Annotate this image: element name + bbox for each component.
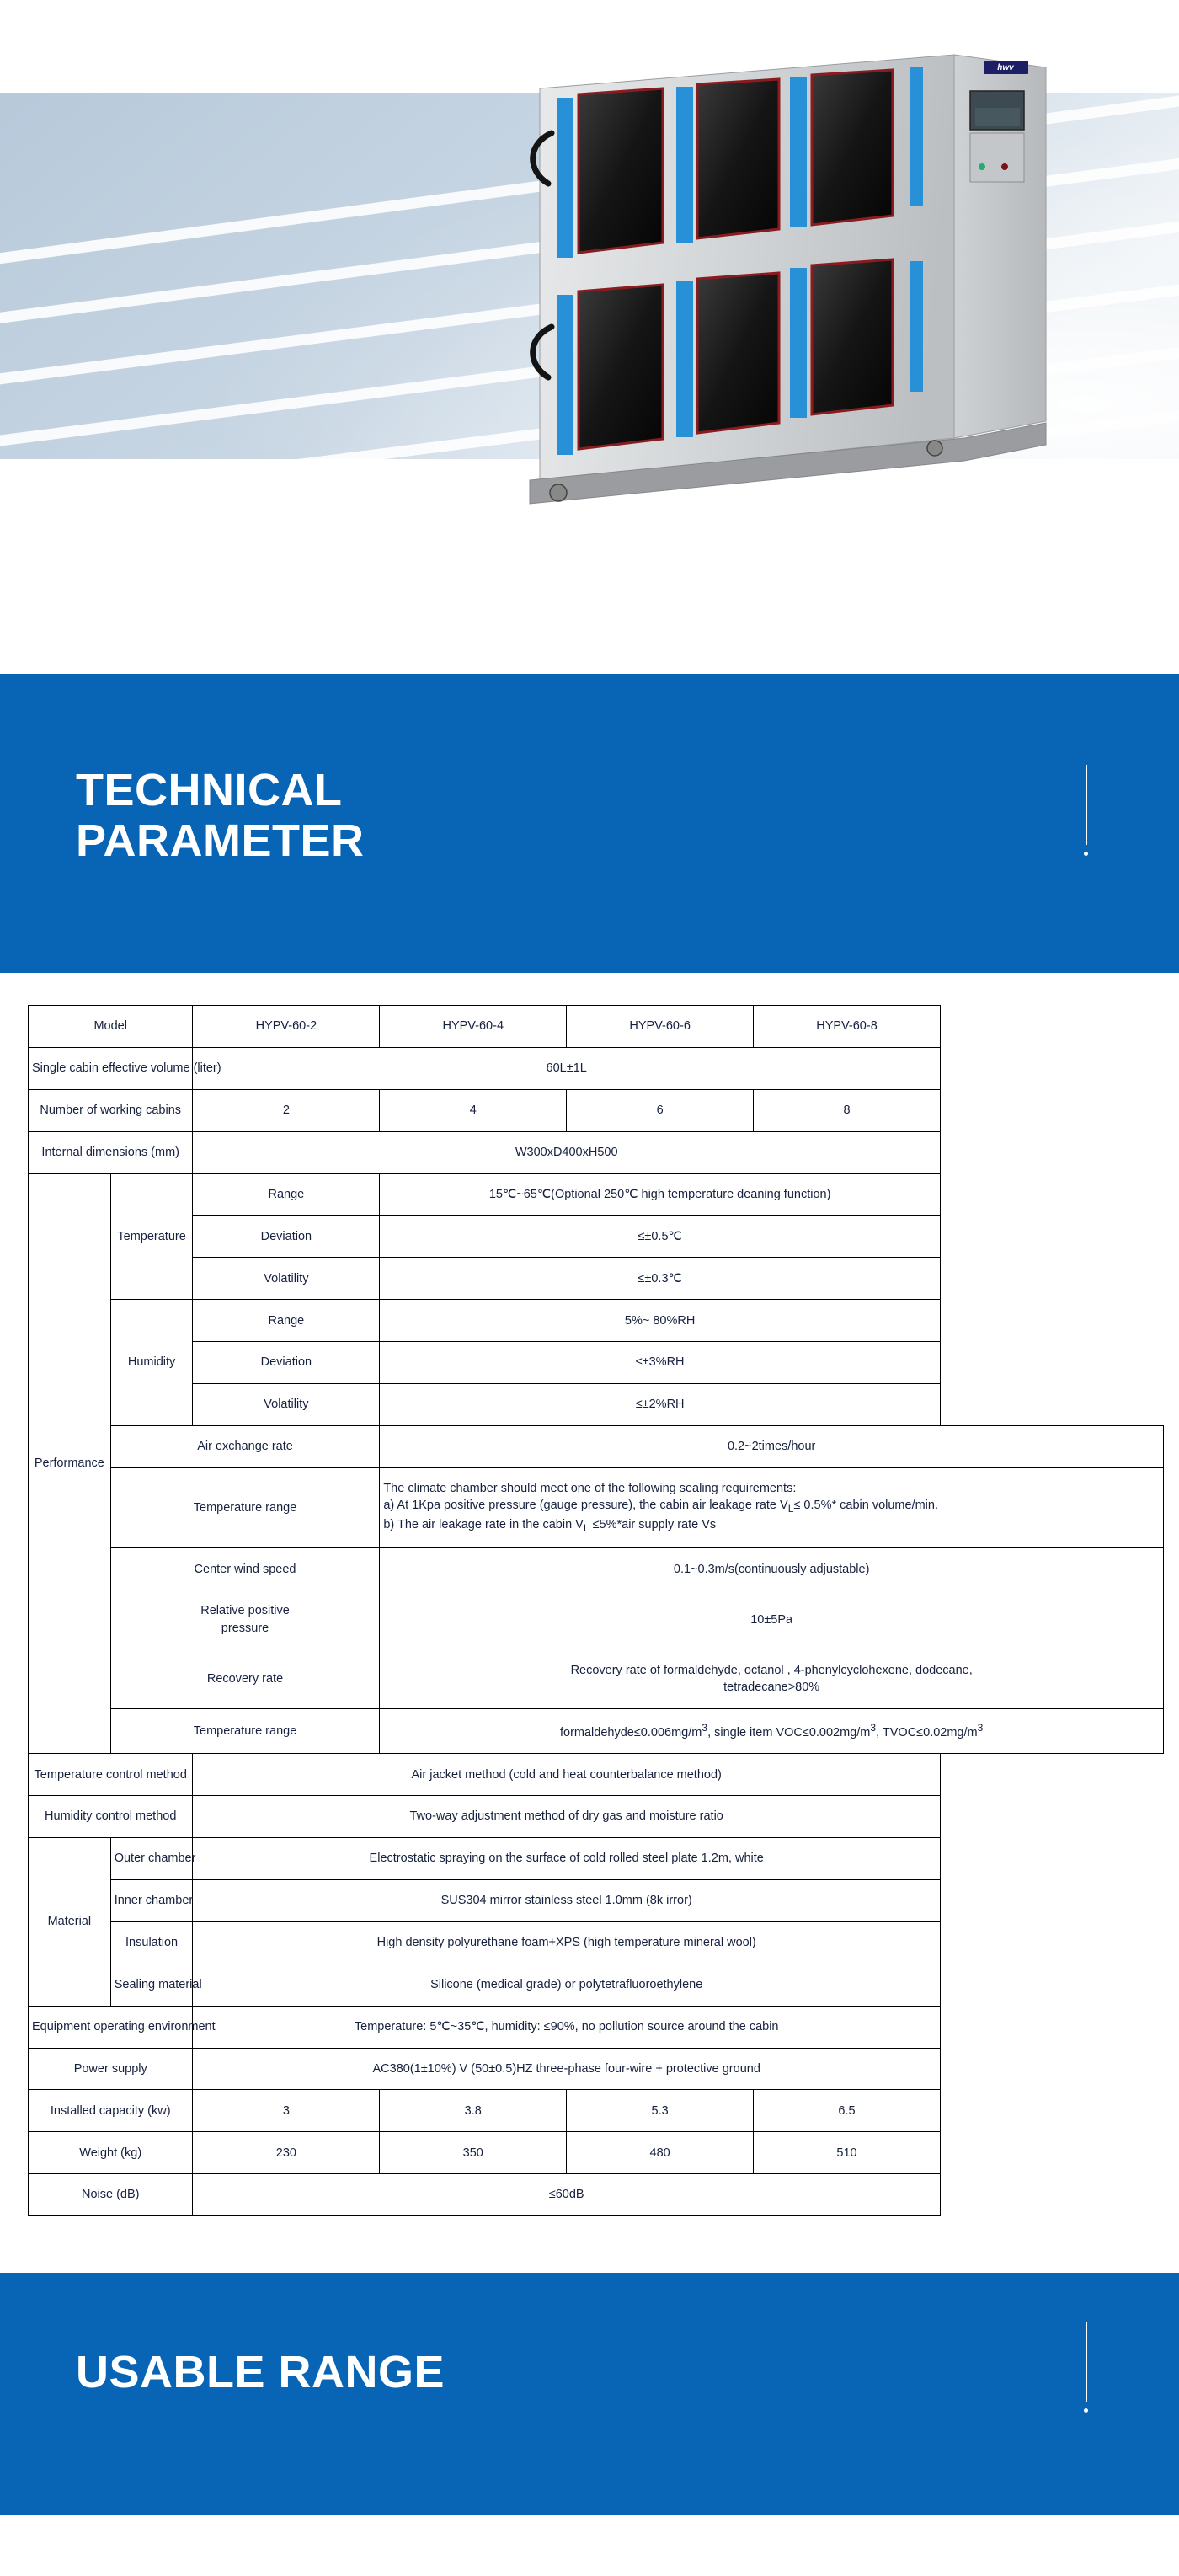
svg-text:hwv: hwv [997,63,1015,72]
